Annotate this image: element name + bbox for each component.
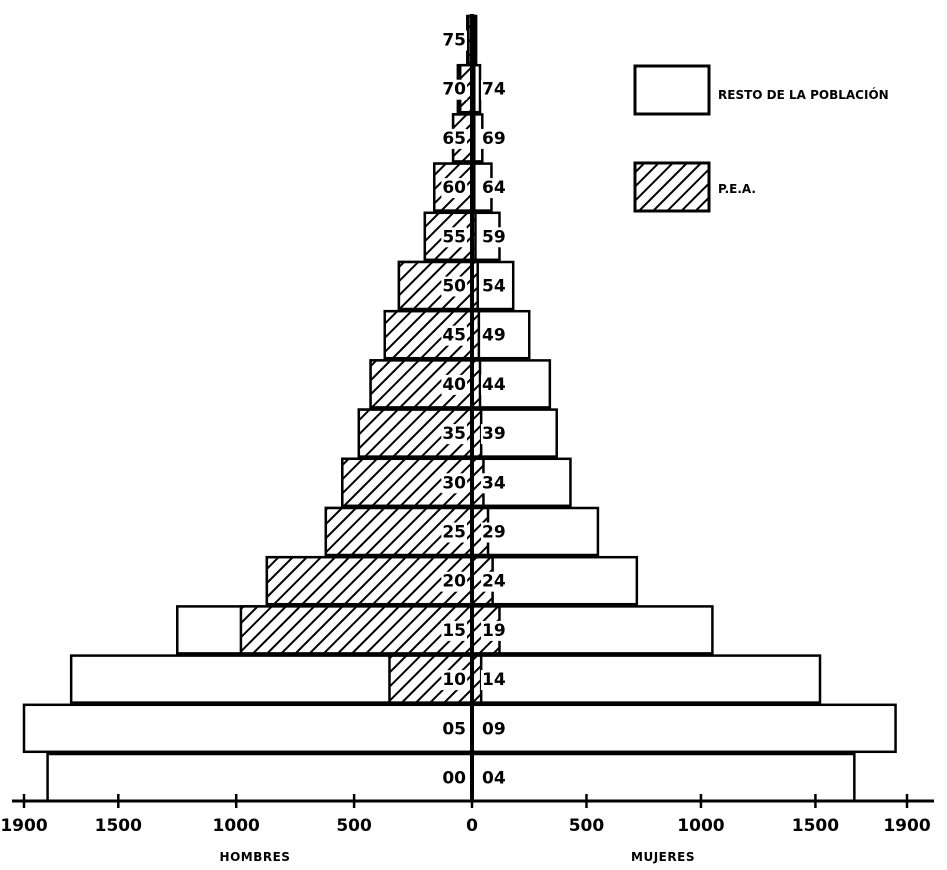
x-tick-label: 1000	[677, 816, 724, 836]
age-label-backing	[481, 473, 507, 494]
x-tick-label: 1000	[213, 816, 260, 836]
age-label-backing	[441, 670, 468, 691]
age-label-right: 74	[482, 80, 506, 100]
age-labels-group: 00 04 05 09 10 14 15 19 20 24 25 29 30 34 35 39 40 44 45 49…	[441, 30, 507, 789]
age-label-left: 25	[442, 523, 466, 543]
age-label-left: 50	[442, 277, 466, 297]
age-label-backing	[481, 670, 507, 691]
age-label-backing	[441, 276, 468, 297]
age-label-left: 05	[442, 719, 466, 739]
x-tick-label: 0	[466, 816, 478, 836]
age-label-backing	[481, 620, 507, 641]
x-tick-label: 500	[569, 816, 605, 836]
age-label-backing	[441, 325, 467, 346]
legend-swatch-resto	[633, 64, 711, 116]
legend-label-pea: P.E.A.	[718, 182, 756, 196]
age-label-right: 04	[482, 769, 506, 789]
x-tick-label: 1900	[883, 816, 930, 836]
bar-men-pea	[239, 605, 474, 655]
legend-label-resto: RESTO DE LA POBLACIÓN	[718, 87, 889, 102]
age-label-backing	[441, 719, 467, 740]
age-label-backing	[441, 30, 467, 51]
age-label-right: 24	[482, 572, 506, 592]
bar-women-total	[470, 654, 822, 704]
age-label-backing	[481, 768, 507, 789]
age-label-backing	[441, 79, 468, 100]
age-label-left: 60	[442, 178, 466, 198]
x-tick-label: 500	[336, 816, 372, 836]
age-label-right: 34	[482, 473, 506, 493]
x-axis-label-women: MUJERES	[631, 850, 695, 864]
age-label-left: 40	[442, 375, 466, 395]
age-label-left: 10	[442, 670, 466, 690]
age-label-backing	[481, 128, 507, 149]
bar-men-pea	[265, 555, 474, 606]
age-label-backing	[441, 128, 467, 149]
age-label-backing	[441, 227, 467, 248]
age-label-left: 55	[442, 227, 466, 247]
age-label-right: 59	[482, 227, 506, 247]
age-label-left: 45	[442, 326, 466, 346]
age-label-right: 19	[482, 621, 506, 641]
age-label-right: 14	[482, 670, 506, 690]
age-label-right: 29	[482, 523, 506, 543]
bar-women-total	[470, 752, 856, 803]
age-label-left: 00	[442, 769, 466, 789]
legend: RESTO DE LA POBLACIÓN P.E.A.	[633, 64, 889, 213]
age-label-backing	[481, 522, 507, 543]
age-label-backing	[481, 719, 507, 740]
bar-men-total	[46, 752, 474, 803]
age-label-left: 30	[442, 473, 466, 493]
age-label-left: 20	[442, 572, 466, 592]
age-label-right: 69	[482, 129, 506, 149]
age-label-backing	[481, 325, 507, 346]
age-label-left: 35	[442, 424, 466, 444]
age-label-right: 49	[482, 326, 506, 346]
bar-men-total	[22, 703, 474, 754]
age-label-backing	[481, 79, 507, 100]
age-label-backing	[441, 424, 467, 445]
x-ticks-group: 1900 1500 1000 500 0 500 1000 1500 1900	[0, 794, 931, 836]
bar-women-total	[470, 703, 897, 754]
age-label-backing	[441, 374, 468, 395]
age-label-backing	[481, 571, 507, 592]
age-label-right: 64	[482, 178, 506, 198]
age-label-right: 09	[482, 719, 506, 739]
age-label-backing	[441, 178, 468, 199]
x-tick-label: 1500	[95, 816, 142, 836]
age-label-backing	[441, 620, 467, 641]
age-label-left: 75	[442, 31, 466, 51]
age-label-right: 39	[482, 424, 506, 444]
age-label-left: 70	[442, 80, 466, 100]
age-label-backing	[441, 571, 468, 592]
age-label-backing	[481, 374, 507, 395]
age-label-backing	[481, 227, 507, 248]
age-label-backing	[441, 473, 468, 494]
age-label-backing	[441, 522, 467, 543]
age-label-backing	[481, 178, 507, 199]
age-label-backing	[481, 276, 507, 297]
age-label-backing	[481, 424, 507, 445]
age-label-left: 15	[442, 621, 466, 641]
age-label-left: 65	[442, 129, 466, 149]
legend-swatch-pea	[633, 161, 711, 213]
age-label-backing	[441, 768, 468, 789]
bar-women-total	[470, 605, 714, 655]
x-tick-label: 1500	[792, 816, 839, 836]
age-label-right: 54	[482, 277, 506, 297]
x-axis-label-men: HOMBRES	[220, 850, 291, 864]
bar-women-total	[470, 408, 558, 458]
age-label-right: 44	[482, 375, 506, 395]
x-tick-label: 1900	[0, 816, 47, 836]
